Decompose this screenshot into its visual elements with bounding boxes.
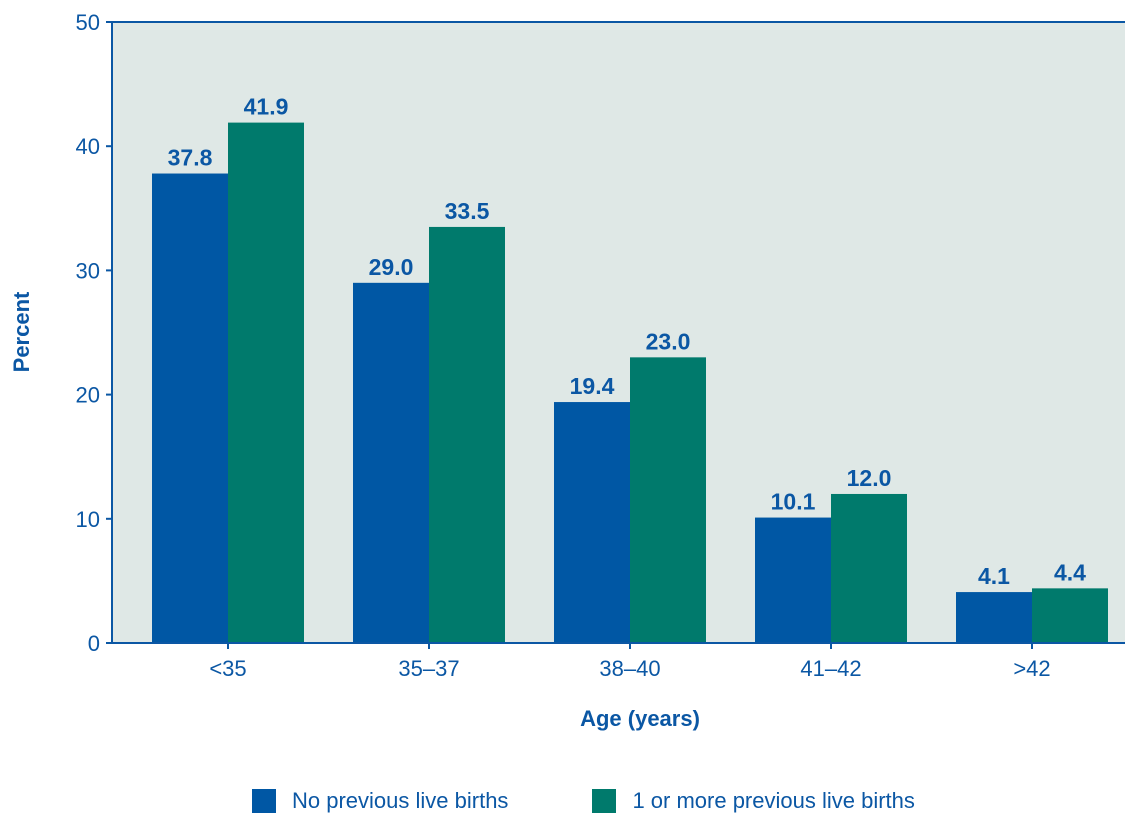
data-label: 33.5	[445, 198, 490, 224]
x-tick-label: 38–40	[599, 656, 660, 681]
x-tick-label: >42	[1013, 656, 1050, 681]
data-label: 23.0	[646, 328, 691, 354]
bar-no-previous-4	[956, 592, 1032, 643]
legend-label-one-or-more: 1 or more previous live births	[632, 788, 915, 813]
x-tick-label: <35	[209, 656, 246, 681]
legend-item-no-previous: No previous live births	[252, 788, 508, 814]
y-axis-title: Percent	[9, 291, 34, 372]
data-label: 19.4	[570, 373, 615, 399]
legend: No previous live births 1 or more previo…	[252, 786, 999, 816]
x-tick-label: 41–42	[800, 656, 861, 681]
y-tick-label: 30	[76, 258, 100, 283]
y-tick-label: 10	[76, 507, 100, 532]
bar-no-previous-1	[353, 282, 429, 643]
data-label: 41.9	[244, 94, 289, 120]
x-tick-label: 35–37	[398, 656, 459, 681]
y-tick-label: 40	[76, 134, 100, 159]
x-axis-title: Age (years)	[580, 706, 700, 731]
bar-one-or-more-4	[1032, 588, 1108, 643]
bar-one-or-more-0	[228, 122, 304, 644]
data-label: 10.1	[771, 489, 816, 515]
data-label: 4.1	[978, 563, 1010, 589]
data-label: 4.4	[1054, 559, 1086, 585]
bar-no-previous-2	[554, 402, 630, 643]
legend-swatch-one-or-more	[592, 789, 617, 813]
data-label: 29.0	[369, 254, 414, 280]
data-label: 37.8	[168, 145, 213, 171]
bar-one-or-more-1	[429, 226, 505, 643]
y-tick-label: 50	[76, 10, 100, 35]
data-labels: 37.8 41.9 29.0 33.5 19.4 23.0 10.1 12.0 4.1 4.4	[168, 94, 1087, 589]
legend-swatch-no-previous	[252, 789, 276, 813]
legend-item-one-or-more: 1 or more previous live births	[592, 788, 915, 814]
bar-no-previous-0	[152, 173, 228, 644]
y-tick-label: 0	[88, 631, 100, 656]
bar-no-previous-3	[755, 517, 831, 643]
x-axis-ticks: <35 35–37 38–40 41–42 >42	[209, 643, 1051, 681]
bars	[152, 122, 1108, 644]
y-axis-ticks: 0 10 20 30 40 50	[76, 10, 112, 656]
data-label: 12.0	[847, 465, 892, 491]
bar-one-or-more-2	[630, 357, 706, 643]
legend-label-no-previous: No previous live births	[292, 788, 509, 813]
bar-one-or-more-3	[831, 493, 907, 643]
y-tick-label: 20	[76, 383, 100, 408]
